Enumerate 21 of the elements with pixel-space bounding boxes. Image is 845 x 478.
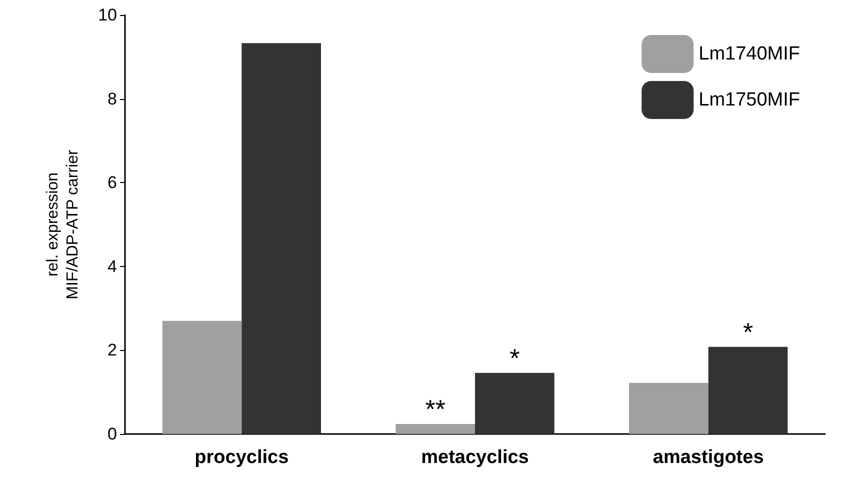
y-tick-label: 10 <box>98 6 117 24</box>
bar <box>396 424 475 434</box>
bar <box>162 320 242 434</box>
annotation: * <box>510 342 520 373</box>
bar <box>242 43 321 434</box>
y-tick-label: 8 <box>108 89 117 108</box>
x-tick-label: amastigotes <box>652 447 764 468</box>
y-tick-label: 6 <box>108 173 117 192</box>
legend-label: Lm1740MIF <box>698 44 800 64</box>
x-tick-label: metacyclics <box>421 447 529 468</box>
bar <box>708 346 788 434</box>
y-tick-label: 0 <box>108 424 117 444</box>
y-tick-label: 4 <box>108 256 117 276</box>
x-tick-label: procyclics <box>194 447 289 468</box>
annotation: ** <box>425 394 446 424</box>
bar <box>475 372 554 434</box>
y-axis-title: rel. expression MIF/ADP-ATP carrier <box>44 149 82 300</box>
y-tick-label: 2 <box>108 340 117 360</box>
annotation: * <box>742 316 754 347</box>
legend-label: Lm1750MIF <box>698 90 800 110</box>
bar <box>629 382 708 434</box>
